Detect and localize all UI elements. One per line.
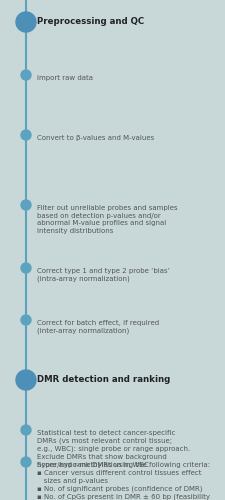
Text: Convert to β-values and M-values: Convert to β-values and M-values	[37, 135, 154, 141]
Ellipse shape	[21, 425, 31, 435]
Ellipse shape	[16, 370, 36, 390]
Text: Correct type 1 and type 2 probe ‘bias’
(intra-array normalization): Correct type 1 and type 2 probe ‘bias’ (…	[37, 268, 169, 282]
Ellipse shape	[21, 315, 31, 325]
Text: DMR detection and ranking: DMR detection and ranking	[37, 376, 170, 384]
Ellipse shape	[21, 263, 31, 273]
Text: Correct for batch effect, if required
(inter-array normalization): Correct for batch effect, if required (i…	[37, 320, 159, 334]
Ellipse shape	[21, 200, 31, 210]
Ellipse shape	[21, 457, 31, 467]
Ellipse shape	[21, 70, 31, 80]
Ellipse shape	[16, 12, 36, 32]
Ellipse shape	[21, 130, 31, 140]
Text: Import raw data: Import raw data	[37, 75, 93, 81]
Text: Preprocessing and QC: Preprocessing and QC	[37, 18, 144, 26]
Text: Score and rank DMRs using the following criteria:
▪ Cancer versus different cont: Score and rank DMRs using the following …	[37, 462, 209, 500]
Text: Statistical test to detect cancer-specific
DMRs (vs most relevant control tissue: Statistical test to detect cancer-specif…	[37, 430, 190, 468]
Text: Filter out unreliable probes and samples
based on detection p-values and/or
abno: Filter out unreliable probes and samples…	[37, 205, 177, 234]
